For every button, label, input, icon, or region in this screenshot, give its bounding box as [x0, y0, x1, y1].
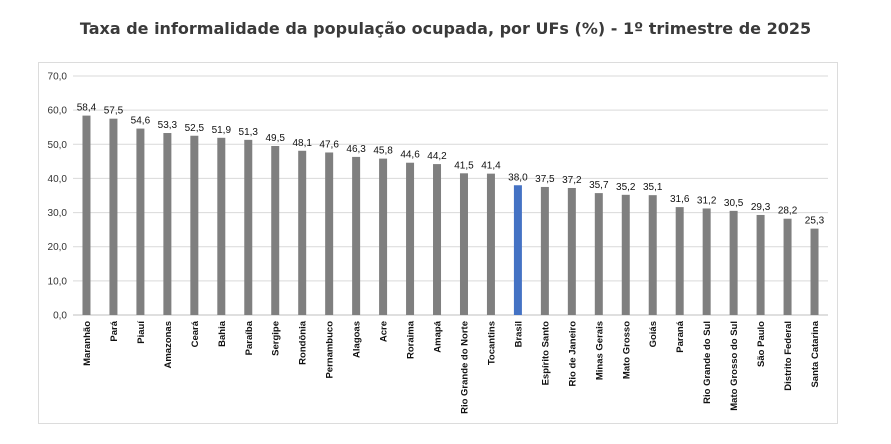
x-tick-label: Mato Grosso do Sul: [729, 321, 740, 411]
data-label: 35,2: [616, 182, 636, 193]
data-label: 53,3: [158, 120, 178, 131]
x-tick-label: Alagoas: [352, 321, 363, 358]
bar-25: [729, 210, 738, 315]
bar-23: [675, 207, 684, 315]
x-tick-label: Maranhão: [82, 321, 93, 366]
bar-19: [567, 187, 576, 315]
data-label: 29,3: [751, 202, 771, 213]
bar-4: [163, 133, 172, 315]
bar-21: [621, 194, 630, 315]
y-tick-label: 60,0: [48, 106, 68, 117]
x-tick-label: Acre: [379, 321, 390, 342]
x-tick-label: Goiás: [648, 321, 659, 347]
bar-6: [217, 137, 226, 315]
data-label: 31,6: [670, 194, 690, 205]
data-label: 28,2: [778, 206, 798, 217]
bar-7: [244, 139, 253, 315]
data-label: 54,6: [131, 116, 151, 127]
x-tick-label: Paraíba: [244, 320, 255, 355]
x-tick-label: Distrito Federal: [783, 321, 794, 391]
bar-8: [271, 145, 280, 315]
bar-10: [325, 152, 334, 315]
bar-2: [109, 118, 118, 315]
x-tick-label: Mato Grosso: [621, 321, 632, 379]
bar-17: [513, 185, 522, 315]
bar-3: [136, 128, 145, 315]
x-tick-label: Minas Gerais: [594, 321, 605, 380]
y-tick-label: 40,0: [48, 174, 68, 185]
chart-frame: [38, 62, 838, 424]
x-tick-label: Roraima: [406, 320, 417, 359]
data-label: 31,2: [697, 195, 717, 206]
x-tick-label: Brasil: [513, 321, 524, 347]
data-label: 51,3: [239, 127, 259, 138]
data-label: 41,5: [454, 160, 474, 171]
bar-9: [298, 150, 307, 315]
bar-15: [459, 173, 468, 315]
x-tick-label: Pará: [109, 320, 120, 341]
x-tick-label: Ceará: [190, 320, 201, 347]
x-tick-label: Rio de Janeiro: [567, 321, 578, 387]
x-tick-label: Rio Grande do Sul: [702, 321, 713, 404]
bar-20: [594, 193, 603, 315]
data-label: 30,5: [724, 198, 744, 209]
bar-11: [352, 156, 361, 315]
bar-22: [648, 195, 657, 315]
x-tick-label: Pernambuco: [325, 321, 336, 379]
x-tick-label: Sergipe: [271, 321, 282, 356]
chart-title: Taxa de informalidade da população ocupa…: [79, 19, 812, 38]
bar-16: [486, 173, 495, 315]
bar-14: [433, 164, 442, 315]
data-label: 37,2: [562, 175, 582, 186]
x-tick-label: Tocantins: [486, 321, 497, 365]
data-label: 45,8: [373, 146, 393, 157]
data-label: 46,3: [346, 144, 366, 155]
data-label: 25,3: [805, 216, 825, 227]
bar-28: [810, 228, 819, 315]
data-label: 44,2: [427, 151, 447, 162]
data-label: 41,4: [481, 161, 501, 172]
x-tick-label: Rondônia: [298, 320, 309, 365]
data-label: 38,0: [508, 172, 528, 183]
bar-18: [540, 186, 549, 315]
x-tick-label: Rio Grande do Norte: [459, 321, 470, 414]
data-label: 58,4: [77, 103, 97, 114]
y-tick-label: 20,0: [48, 242, 68, 253]
x-tick-label: Bahia: [217, 320, 228, 347]
bar-27: [783, 218, 792, 315]
y-tick-label: 0,0: [53, 311, 67, 322]
data-label: 44,6: [400, 150, 420, 161]
y-tick-label: 30,0: [48, 208, 68, 219]
bar-1: [82, 115, 91, 315]
data-label: 47,6: [319, 139, 339, 150]
data-label: 37,5: [535, 174, 555, 185]
data-label: 35,1: [643, 182, 663, 193]
x-tick-label: Santa Catarina: [810, 320, 821, 387]
x-tick-label: São Paulo: [756, 321, 767, 367]
x-tick-label: Paraná: [675, 320, 686, 352]
x-tick-label: Espírito Santo: [540, 321, 551, 386]
data-label: 49,5: [265, 133, 285, 144]
data-label: 35,7: [589, 180, 609, 191]
bar-24: [702, 208, 711, 315]
x-tick-label: Amapá: [433, 320, 444, 352]
x-tick-label: Piauí: [136, 321, 147, 344]
x-tick-label: Amazonas: [163, 321, 174, 369]
y-tick-label: 10,0: [48, 276, 68, 287]
data-label: 52,5: [185, 123, 205, 134]
bar-26: [756, 214, 765, 315]
bar-13: [406, 162, 415, 315]
data-label: 57,5: [104, 106, 124, 117]
data-label: 51,9: [212, 125, 232, 136]
bar-12: [379, 158, 388, 315]
data-label: 48,1: [292, 138, 312, 149]
bar-5: [190, 135, 199, 315]
y-tick-label: 70,0: [48, 72, 68, 83]
y-tick-label: 50,0: [48, 140, 68, 151]
